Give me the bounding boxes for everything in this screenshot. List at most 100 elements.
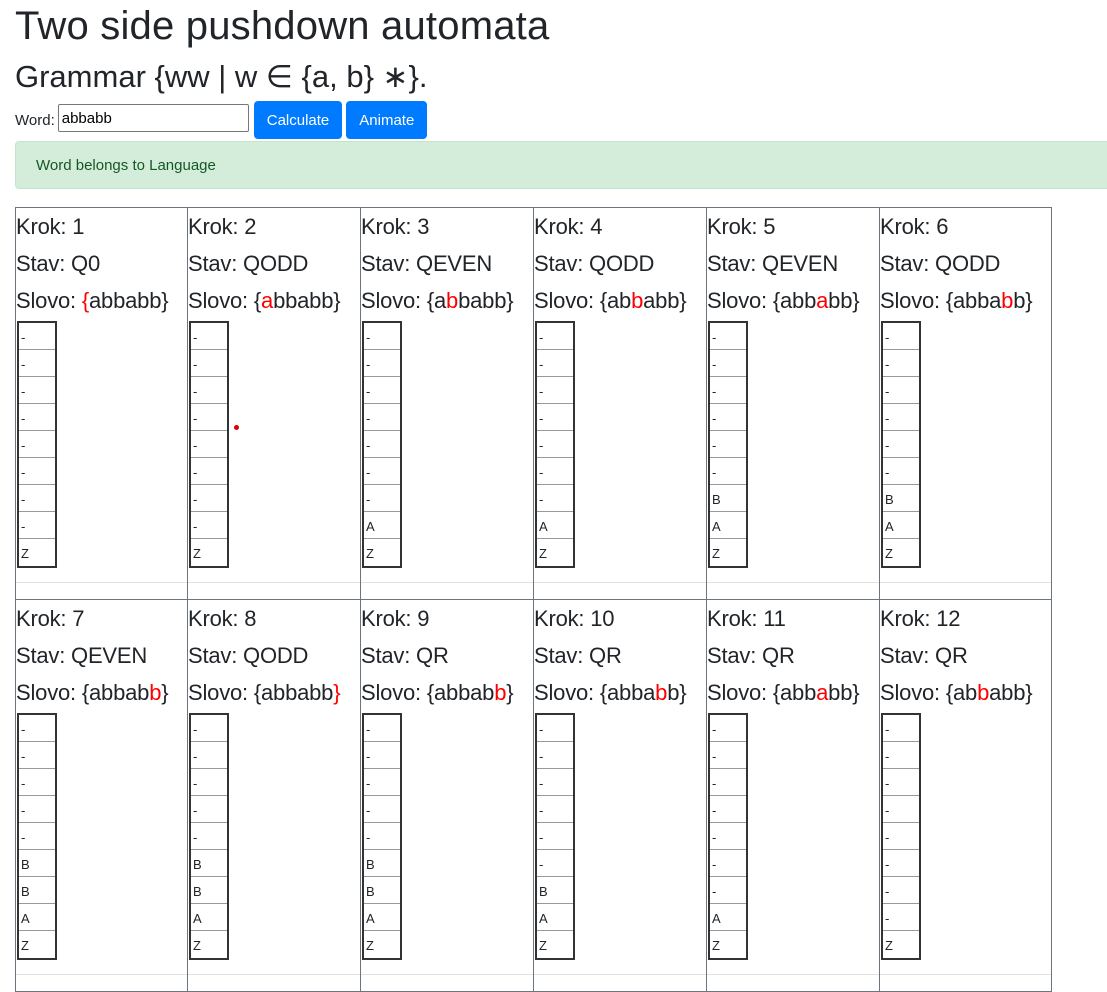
stack-cell: - [191, 823, 227, 850]
step-state: Stav: QR [361, 637, 533, 674]
step-word: Slovo: {abbabb} [16, 282, 187, 319]
stack-cell: - [19, 512, 55, 539]
word-input[interactable] [57, 104, 249, 132]
word-label: Slovo: [16, 288, 82, 313]
stack-cell: - [191, 404, 227, 431]
step-value: 5 [763, 214, 776, 239]
word-after: } [506, 680, 514, 705]
stack-cell: A [364, 512, 400, 539]
stack-cell: Z [193, 546, 201, 561]
step-card: Krok: 5 Stav: QEVEN Slovo: {abbabb} - - - - - - B… [707, 208, 880, 600]
card-divider [188, 582, 360, 583]
stack-cell: A [883, 512, 919, 539]
stack-cell: Z [712, 938, 720, 953]
state-label: Stav: [534, 643, 590, 668]
word-current-symbol: b [149, 680, 162, 705]
step-label: Krok: [707, 606, 764, 631]
stack-cell: - [883, 850, 919, 877]
stack-cell: A [537, 904, 573, 931]
state-value: QODD [243, 251, 309, 276]
stack-cell: - [191, 431, 227, 458]
stack-cell: - [710, 350, 746, 377]
stack-cell: - [364, 431, 400, 458]
step-card: Krok: 3 Stav: QEVEN Slovo: {abbabb} - - - - - - -… [361, 208, 534, 600]
step-state: Stav: QR [880, 637, 1051, 674]
word-before: {ab [599, 288, 632, 313]
word-before: {a [426, 288, 447, 313]
word-before: {abbab [81, 680, 150, 705]
stack-cell: - [364, 796, 400, 823]
stack-cell: - [537, 715, 573, 742]
stack-cell: B [19, 850, 55, 877]
state-value: QODD [589, 251, 655, 276]
step-label: Krok: [188, 214, 245, 239]
step-value: 12 [936, 606, 961, 631]
state-label: Stav: [16, 251, 72, 276]
stack-cell: - [19, 377, 55, 404]
stack-cell: Z [712, 546, 720, 561]
step-value: 7 [72, 606, 85, 631]
step-card: Krok: 8 Stav: QODD Slovo: {abbabb} - - - - - B B A… [188, 600, 361, 992]
stack-cell: - [883, 350, 919, 377]
word-after: bb} [828, 680, 860, 705]
word-current-symbol: a [261, 288, 274, 313]
stack-cell: B [537, 877, 573, 904]
state-label: Stav: [361, 251, 417, 276]
word-after: abb} [643, 288, 687, 313]
stack-cell: - [191, 377, 227, 404]
stack-cell: - [883, 431, 919, 458]
word-label: Slovo: [534, 288, 600, 313]
word-label: Word: [15, 111, 55, 129]
word-after: b} [667, 680, 687, 705]
stack-cell: - [364, 350, 400, 377]
step-label: Krok: [880, 606, 937, 631]
word-before: {abb [772, 680, 817, 705]
stack-cell: B [883, 485, 919, 512]
step-label: Krok: [707, 214, 764, 239]
stack: --------Z [17, 321, 57, 568]
step-card: Krok: 2 Stav: QODD Slovo: {abbabb} - - - - - - - -… [188, 208, 361, 600]
stack-cell: - [710, 323, 746, 350]
step-number: Krok: 5 [707, 208, 879, 245]
step-word: Slovo: {abbabb} [361, 674, 533, 711]
state-label: Stav: [188, 251, 244, 276]
stack-cell: - [883, 742, 919, 769]
step-number: Krok: 7 [16, 600, 187, 637]
stack-cell: A [19, 904, 55, 931]
step-word: Slovo: {abbabb} [707, 674, 879, 711]
step-label: Krok: [361, 214, 418, 239]
stack-cell: Z [366, 546, 374, 561]
step-word: Slovo: {abbabb} [707, 282, 879, 319]
stack-cell: - [19, 769, 55, 796]
step-card: Krok: 1 Stav: Q0 Slovo: {abbabb} - - - - - - - - Z [16, 208, 188, 600]
step-state: Stav: QR [534, 637, 706, 674]
stack-cell: - [191, 715, 227, 742]
stack-cell: - [710, 458, 746, 485]
step-value: 11 [763, 606, 786, 631]
step-state: Stav: QEVEN [707, 245, 879, 282]
step-number: Krok: 3 [361, 208, 533, 245]
stack-cell: - [537, 485, 573, 512]
calculate-button[interactable]: Calculate [253, 101, 343, 139]
animate-button[interactable]: Animate [346, 101, 428, 139]
step-number: Krok: 1 [16, 208, 187, 245]
stack-cell: Z [539, 546, 547, 561]
step-value: 4 [590, 214, 603, 239]
stack-cell: - [19, 458, 55, 485]
stack-cell: - [537, 323, 573, 350]
word-after: } [161, 680, 169, 705]
stack-cell: A [537, 512, 573, 539]
result-message: Word belongs to Language [36, 157, 216, 174]
state-value: QR [935, 643, 968, 668]
stack-cell: Z [539, 938, 547, 953]
stack-cell: - [364, 404, 400, 431]
step-number: Krok: 6 [880, 208, 1051, 245]
card-divider [361, 582, 533, 583]
state-label: Stav: [880, 643, 936, 668]
word-label: Slovo: [361, 288, 427, 313]
stack-cell: - [364, 742, 400, 769]
word-label: Slovo: [707, 680, 773, 705]
stack-cell: - [364, 323, 400, 350]
stack-cell: - [537, 377, 573, 404]
